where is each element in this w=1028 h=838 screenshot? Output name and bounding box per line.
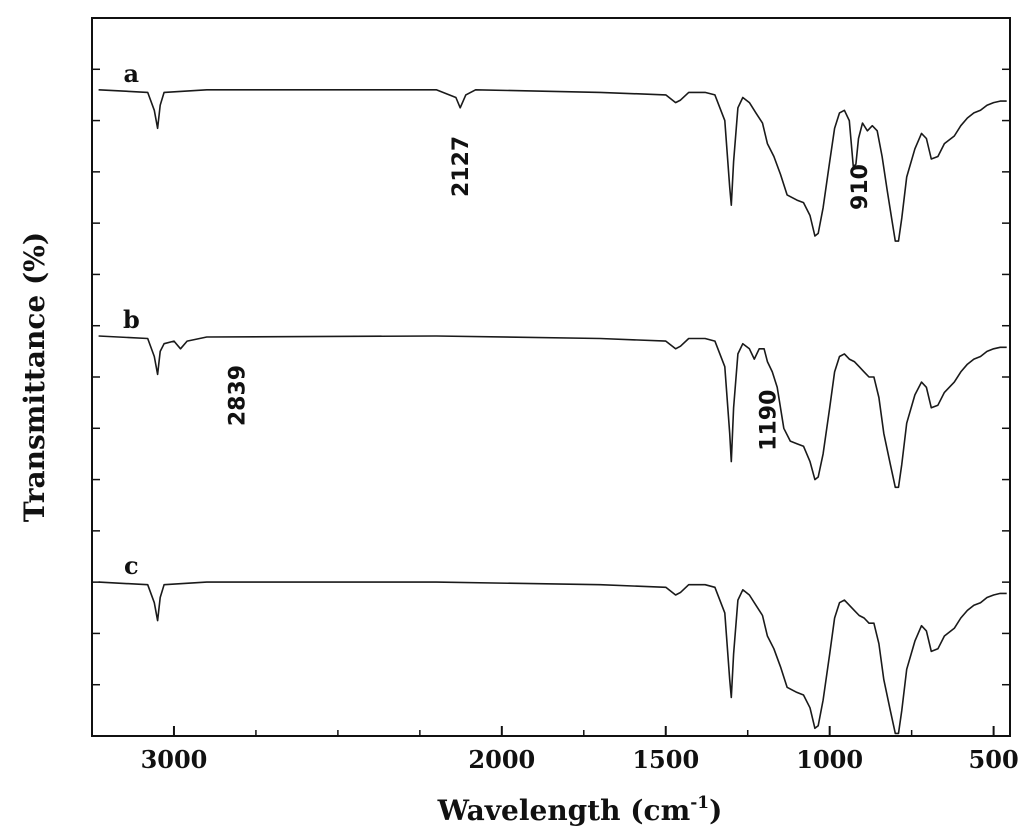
x-axis-title-sup: -1: [690, 793, 709, 813]
series-b-line: [98, 335, 1007, 489]
annotation-910: 910: [848, 164, 873, 210]
x-axis-tick-labels: 3000 2000 1500 1000 500: [141, 745, 1019, 774]
x-tick-label-3000: 3000: [141, 745, 208, 774]
y-axis-title: Transmittance (%): [18, 232, 51, 522]
annotation-1190: 1190: [756, 390, 781, 451]
y-axis-ticks: [92, 17, 1010, 737]
x-tick-label-2000: 2000: [468, 745, 535, 774]
x-axis-ticks: [91, 726, 995, 736]
series-b-label: b: [123, 305, 140, 334]
series-c-line: [98, 581, 1007, 735]
x-axis-title-main: Wavelength (cm: [437, 794, 691, 827]
x-tick-label-500: 500: [969, 745, 1019, 774]
annotation-2839: 2839: [226, 365, 251, 426]
series-group: [98, 89, 1007, 735]
series-a-line: [98, 89, 1007, 242]
x-tick-label-1000: 1000: [796, 745, 863, 774]
x-tick-label-1500: 1500: [632, 745, 699, 774]
x-axis-title: Wavelength (cm-1): [437, 793, 723, 827]
x-axis-title-end: ): [709, 794, 722, 827]
series-labels: a b c: [123, 59, 140, 580]
series-a-label: a: [124, 59, 140, 88]
annotations: 2127 910 2839 1190: [226, 136, 874, 451]
series-c-label: c: [124, 551, 139, 580]
annotation-2127: 2127: [449, 136, 474, 197]
